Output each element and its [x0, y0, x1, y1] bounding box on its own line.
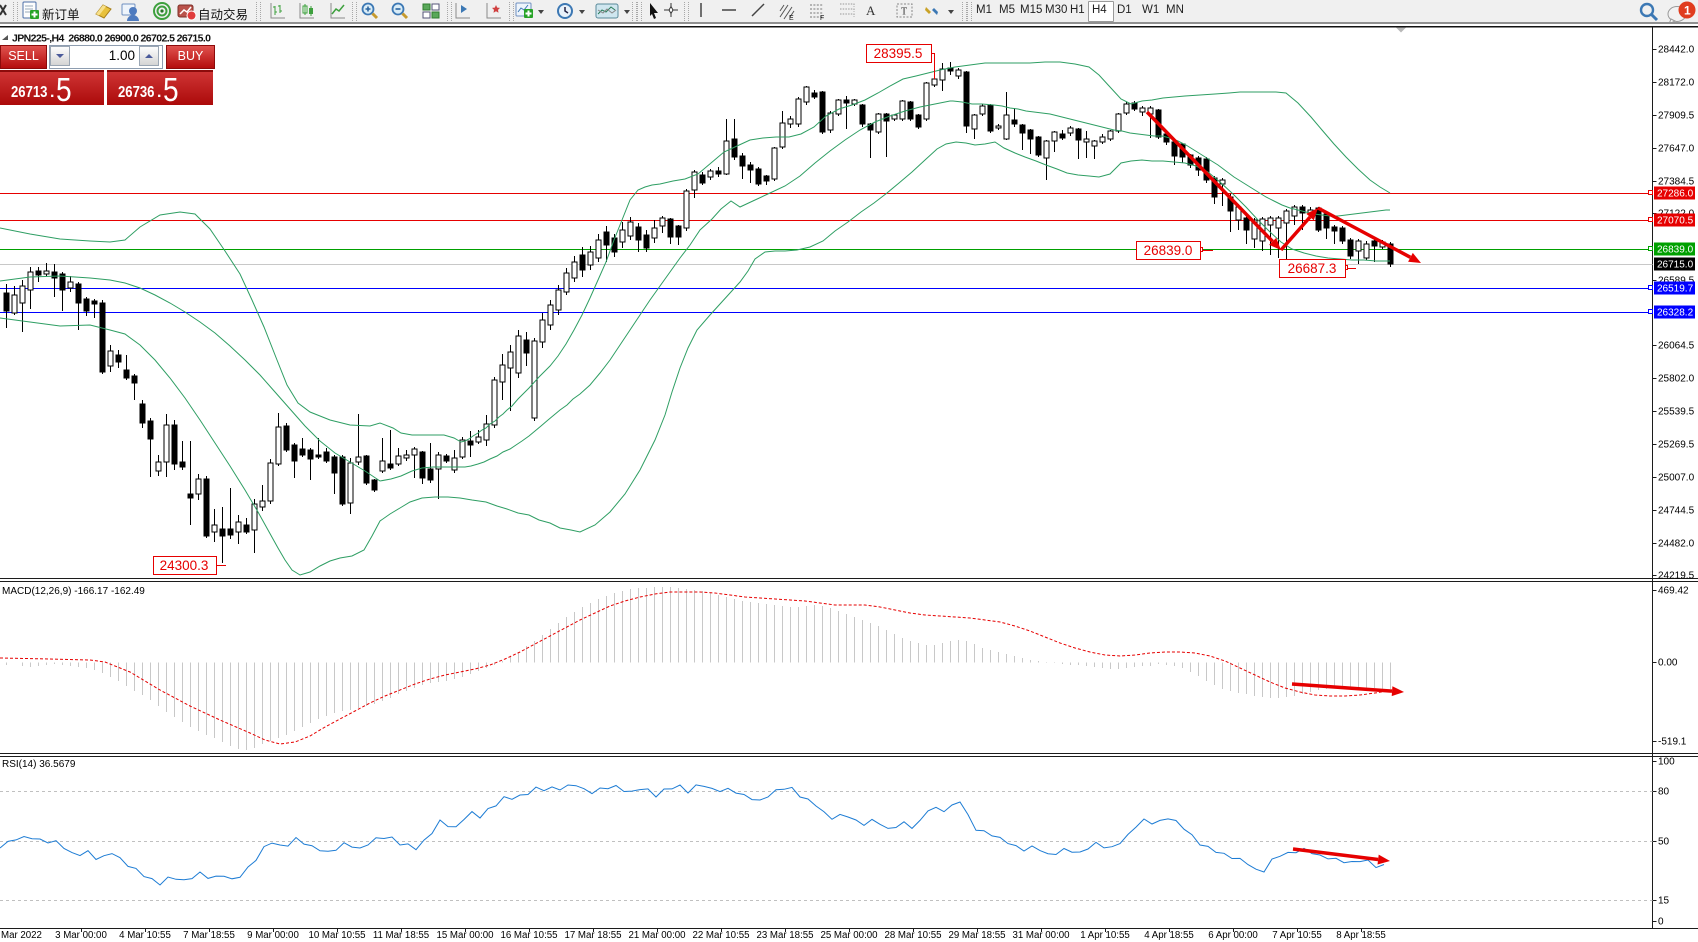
svg-text:27070.5: 27070.5: [1657, 216, 1694, 227]
svg-text:8 Apr 18:55: 8 Apr 18:55: [1336, 930, 1386, 941]
svg-text:100: 100: [1658, 757, 1675, 768]
svg-text:21 Mar 00:00: 21 Mar 00:00: [628, 930, 686, 941]
svg-text:28395.5: 28395.5: [874, 46, 923, 61]
svg-text:23 Mar 18:55: 23 Mar 18:55: [756, 930, 813, 941]
svg-text:25539.5: 25539.5: [1658, 407, 1695, 418]
svg-text:50: 50: [1658, 837, 1670, 848]
svg-text:9 Mar 00:00: 9 Mar 00:00: [247, 930, 299, 941]
svg-text:26715.0: 26715.0: [1657, 260, 1694, 271]
svg-text:E: E: [789, 15, 794, 22]
svg-text:11 Mar 18:55: 11 Mar 18:55: [373, 930, 429, 941]
svg-text:0.00: 0.00: [1658, 658, 1678, 669]
svg-text:RSI(14) 36.5679: RSI(14) 36.5679: [2, 759, 76, 770]
svg-text:26839.0: 26839.0: [1657, 245, 1694, 256]
svg-text:29 Mar 18:55: 29 Mar 18:55: [948, 930, 1005, 941]
svg-text:80: 80: [1658, 787, 1670, 798]
svg-text:10 Mar 10:55: 10 Mar 10:55: [308, 930, 365, 941]
svg-text:Mar 2022: Mar 2022: [1, 930, 42, 941]
svg-text:31 Mar 00:00: 31 Mar 00:00: [1012, 930, 1070, 941]
svg-text:25 Mar 00:00: 25 Mar 00:00: [820, 930, 878, 941]
svg-text:26687.3: 26687.3: [1288, 261, 1337, 276]
svg-text:15: 15: [1658, 896, 1670, 907]
svg-text:26328.2: 26328.2: [1657, 308, 1694, 319]
svg-text:27286.0: 27286.0: [1657, 189, 1694, 200]
svg-text:F: F: [820, 15, 824, 22]
svg-text:28 Mar 10:55: 28 Mar 10:55: [884, 930, 941, 941]
svg-text:27909.5: 27909.5: [1658, 111, 1695, 122]
svg-text:24744.5: 24744.5: [1658, 506, 1695, 517]
svg-text:28172.0: 28172.0: [1658, 78, 1695, 89]
svg-text:6 Apr 00:00: 6 Apr 00:00: [1208, 930, 1258, 941]
svg-text:3 Mar 00:00: 3 Mar 00:00: [55, 930, 107, 941]
svg-text:4 Apr 18:55: 4 Apr 18:55: [1144, 930, 1194, 941]
svg-text:26839.0: 26839.0: [1144, 243, 1193, 258]
svg-text:17 Mar 18:55: 17 Mar 18:55: [564, 930, 621, 941]
svg-text:-519.1: -519.1: [1658, 737, 1687, 748]
svg-text:15 Mar 00:00: 15 Mar 00:00: [436, 930, 494, 941]
svg-text:1: 1: [1684, 4, 1691, 18]
svg-text:27384.5: 27384.5: [1658, 177, 1695, 188]
svg-text:16 Mar 10:55: 16 Mar 10:55: [500, 930, 557, 941]
svg-text:24300.3: 24300.3: [160, 558, 209, 573]
svg-text:24219.5: 24219.5: [1658, 571, 1695, 582]
svg-text:27647.0: 27647.0: [1658, 144, 1695, 155]
svg-text:25269.5: 25269.5: [1658, 440, 1695, 451]
svg-text:26589.5: 26589.5: [1658, 276, 1695, 287]
svg-text:26519.7: 26519.7: [1657, 284, 1694, 295]
svg-text:469.42: 469.42: [1658, 586, 1689, 597]
svg-text:25007.0: 25007.0: [1658, 473, 1695, 484]
svg-text:4 Mar 10:55: 4 Mar 10:55: [119, 930, 171, 941]
svg-text:7 Mar 18:55: 7 Mar 18:55: [183, 930, 235, 941]
svg-text:26064.5: 26064.5: [1658, 341, 1695, 352]
svg-text:1 Apr 10:55: 1 Apr 10:55: [1080, 930, 1130, 941]
svg-text:7 Apr 10:55: 7 Apr 10:55: [1272, 930, 1322, 941]
svg-text:MACD(12,26,9) -166.17 -162.49: MACD(12,26,9) -166.17 -162.49: [2, 586, 145, 597]
svg-text:28442.0: 28442.0: [1658, 45, 1695, 56]
svg-text:T: T: [901, 7, 907, 18]
svg-text:JPN225-,H4 26880.0 26900.0 26: JPN225-,H4 26880.0 26900.0 26702.5 26715…: [12, 33, 211, 45]
svg-text:24482.0: 24482.0: [1658, 539, 1695, 550]
svg-text:25802.0: 25802.0: [1658, 374, 1695, 385]
svg-text:0: 0: [1658, 917, 1664, 928]
svg-text:22 Mar 10:55: 22 Mar 10:55: [692, 930, 749, 941]
